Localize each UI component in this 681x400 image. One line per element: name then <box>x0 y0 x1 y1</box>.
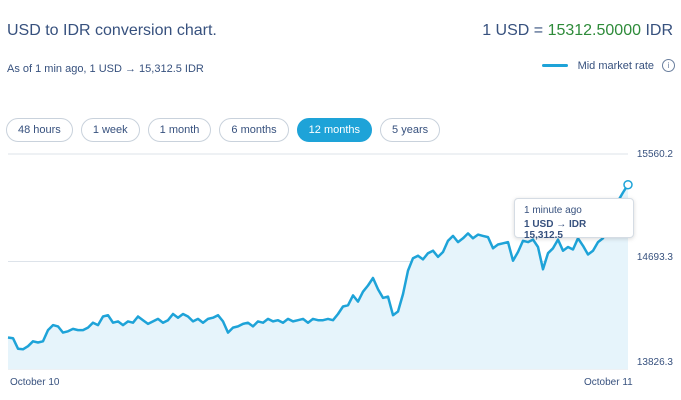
tab-48-hours[interactable]: 48 hours <box>6 118 73 142</box>
tab-1-week[interactable]: 1 week <box>80 118 140 142</box>
rate-chart[interactable] <box>0 140 681 372</box>
rate-value: 15312.50000 <box>547 22 641 39</box>
x-tick-label: October 10 <box>10 377 60 388</box>
page-title: USD to IDR conversion chart. <box>7 22 217 39</box>
legend-label: Mid market rate <box>577 59 654 72</box>
rate-prefix: 1 USD = <box>482 22 548 39</box>
tab-6-months[interactable]: 6 months <box>219 118 289 142</box>
series-line <box>7 184 630 351</box>
tab-5-years[interactable]: 5 years <box>380 118 441 142</box>
x-tick-label: October 11 <box>584 377 633 388</box>
y-tick-label: 15560.2 <box>636 149 673 160</box>
tooltip-time: 1 minute ago <box>524 205 582 216</box>
info-icon[interactable]: i <box>662 59 675 72</box>
tab-1-month[interactable]: 1 month <box>147 118 212 142</box>
y-tick-label: 13826.3 <box>636 357 673 368</box>
chart-tooltip: 1 minute ago 1 USD → IDR 15,312.5 <box>514 198 634 241</box>
legend-swatch <box>541 64 568 67</box>
tooltip-value: 1 USD → IDR 15,312.5 <box>524 219 587 241</box>
tab-12-months[interactable]: 12 months <box>296 118 373 142</box>
current-rate: 1 USD = 15312.50000 IDR <box>482 22 673 40</box>
as-of-text: As of 1 min ago, 1 USD → 15,312.5 IDR <box>7 63 204 75</box>
latest-point[interactable] <box>623 179 633 190</box>
y-tick-label: 14693.3 <box>636 252 673 263</box>
chart-legend: Mid market rate i <box>541 59 675 72</box>
rate-suffix: IDR <box>641 22 673 39</box>
range-tabs: 48 hours 1 week 1 month 6 months 12 mont… <box>6 118 441 142</box>
